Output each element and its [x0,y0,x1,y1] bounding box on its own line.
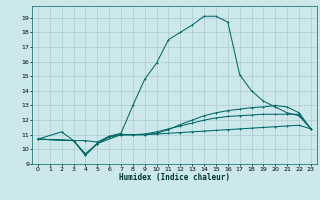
X-axis label: Humidex (Indice chaleur): Humidex (Indice chaleur) [119,173,230,182]
